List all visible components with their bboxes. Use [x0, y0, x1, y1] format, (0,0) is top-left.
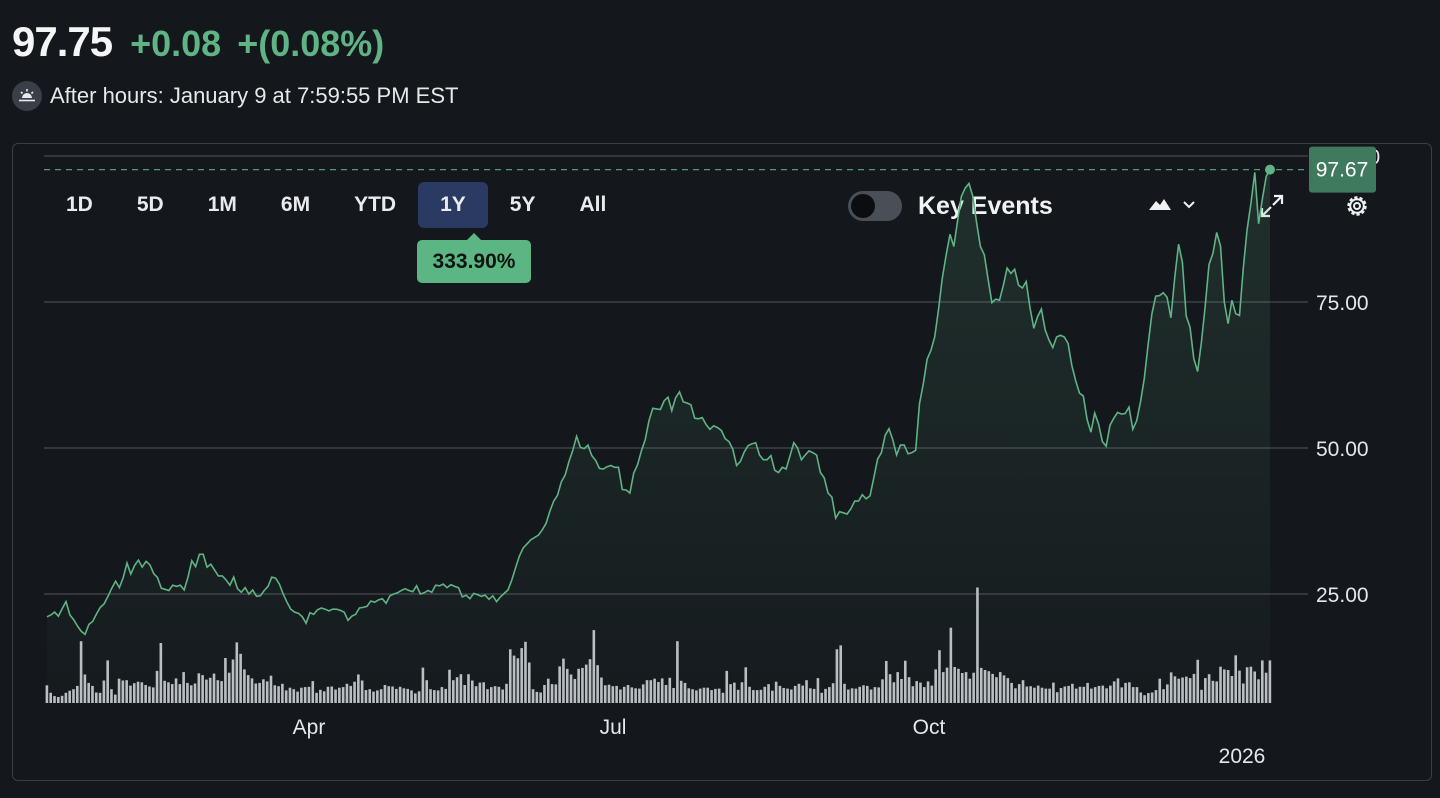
- range-selector: 1D 5D 1M 6M YTD 1Y 5Y All: [44, 182, 628, 228]
- gear-icon[interactable]: [1337, 186, 1377, 226]
- range-tab-6m[interactable]: 6M: [280, 193, 311, 216]
- range-tab-ytd[interactable]: YTD: [354, 193, 397, 216]
- current-price: 97.75: [12, 18, 113, 65]
- chevron-down-icon: [1181, 196, 1197, 217]
- moon-sunset-icon: [12, 81, 42, 111]
- key-events-label: Key Events: [918, 191, 1053, 220]
- range-tab-1d[interactable]: 1D: [66, 193, 93, 216]
- toggle-knob: [851, 194, 875, 218]
- price-change: +0.08: [130, 23, 222, 64]
- key-events-toggle[interactable]: Key Events: [848, 186, 1053, 226]
- range-change-badge: 333.90%: [417, 233, 531, 283]
- range-tab-5y[interactable]: 5Y: [509, 193, 536, 216]
- session-text: After hours: January 9 at 7:59:55 PM EST: [50, 83, 459, 108]
- range-tab-all[interactable]: All: [579, 193, 607, 216]
- price-change-percent: +(0.08%): [237, 23, 385, 64]
- session-info: After hours: January 9 at 7:59:55 PM EST: [12, 80, 458, 112]
- chart-panel: [12, 143, 1432, 781]
- mountain-chart-icon: [1147, 194, 1173, 219]
- chart-type-dropdown[interactable]: [1140, 186, 1204, 226]
- quote-header: 97.75 +0.08 +(0.08%): [12, 18, 384, 68]
- range-tab-5d[interactable]: 5D: [136, 193, 164, 216]
- range-tab-1y[interactable]: 1Y: [418, 182, 488, 228]
- expand-icon[interactable]: [1252, 186, 1292, 226]
- range-tab-1m[interactable]: 1M: [207, 193, 237, 216]
- toggle-switch[interactable]: [848, 191, 902, 221]
